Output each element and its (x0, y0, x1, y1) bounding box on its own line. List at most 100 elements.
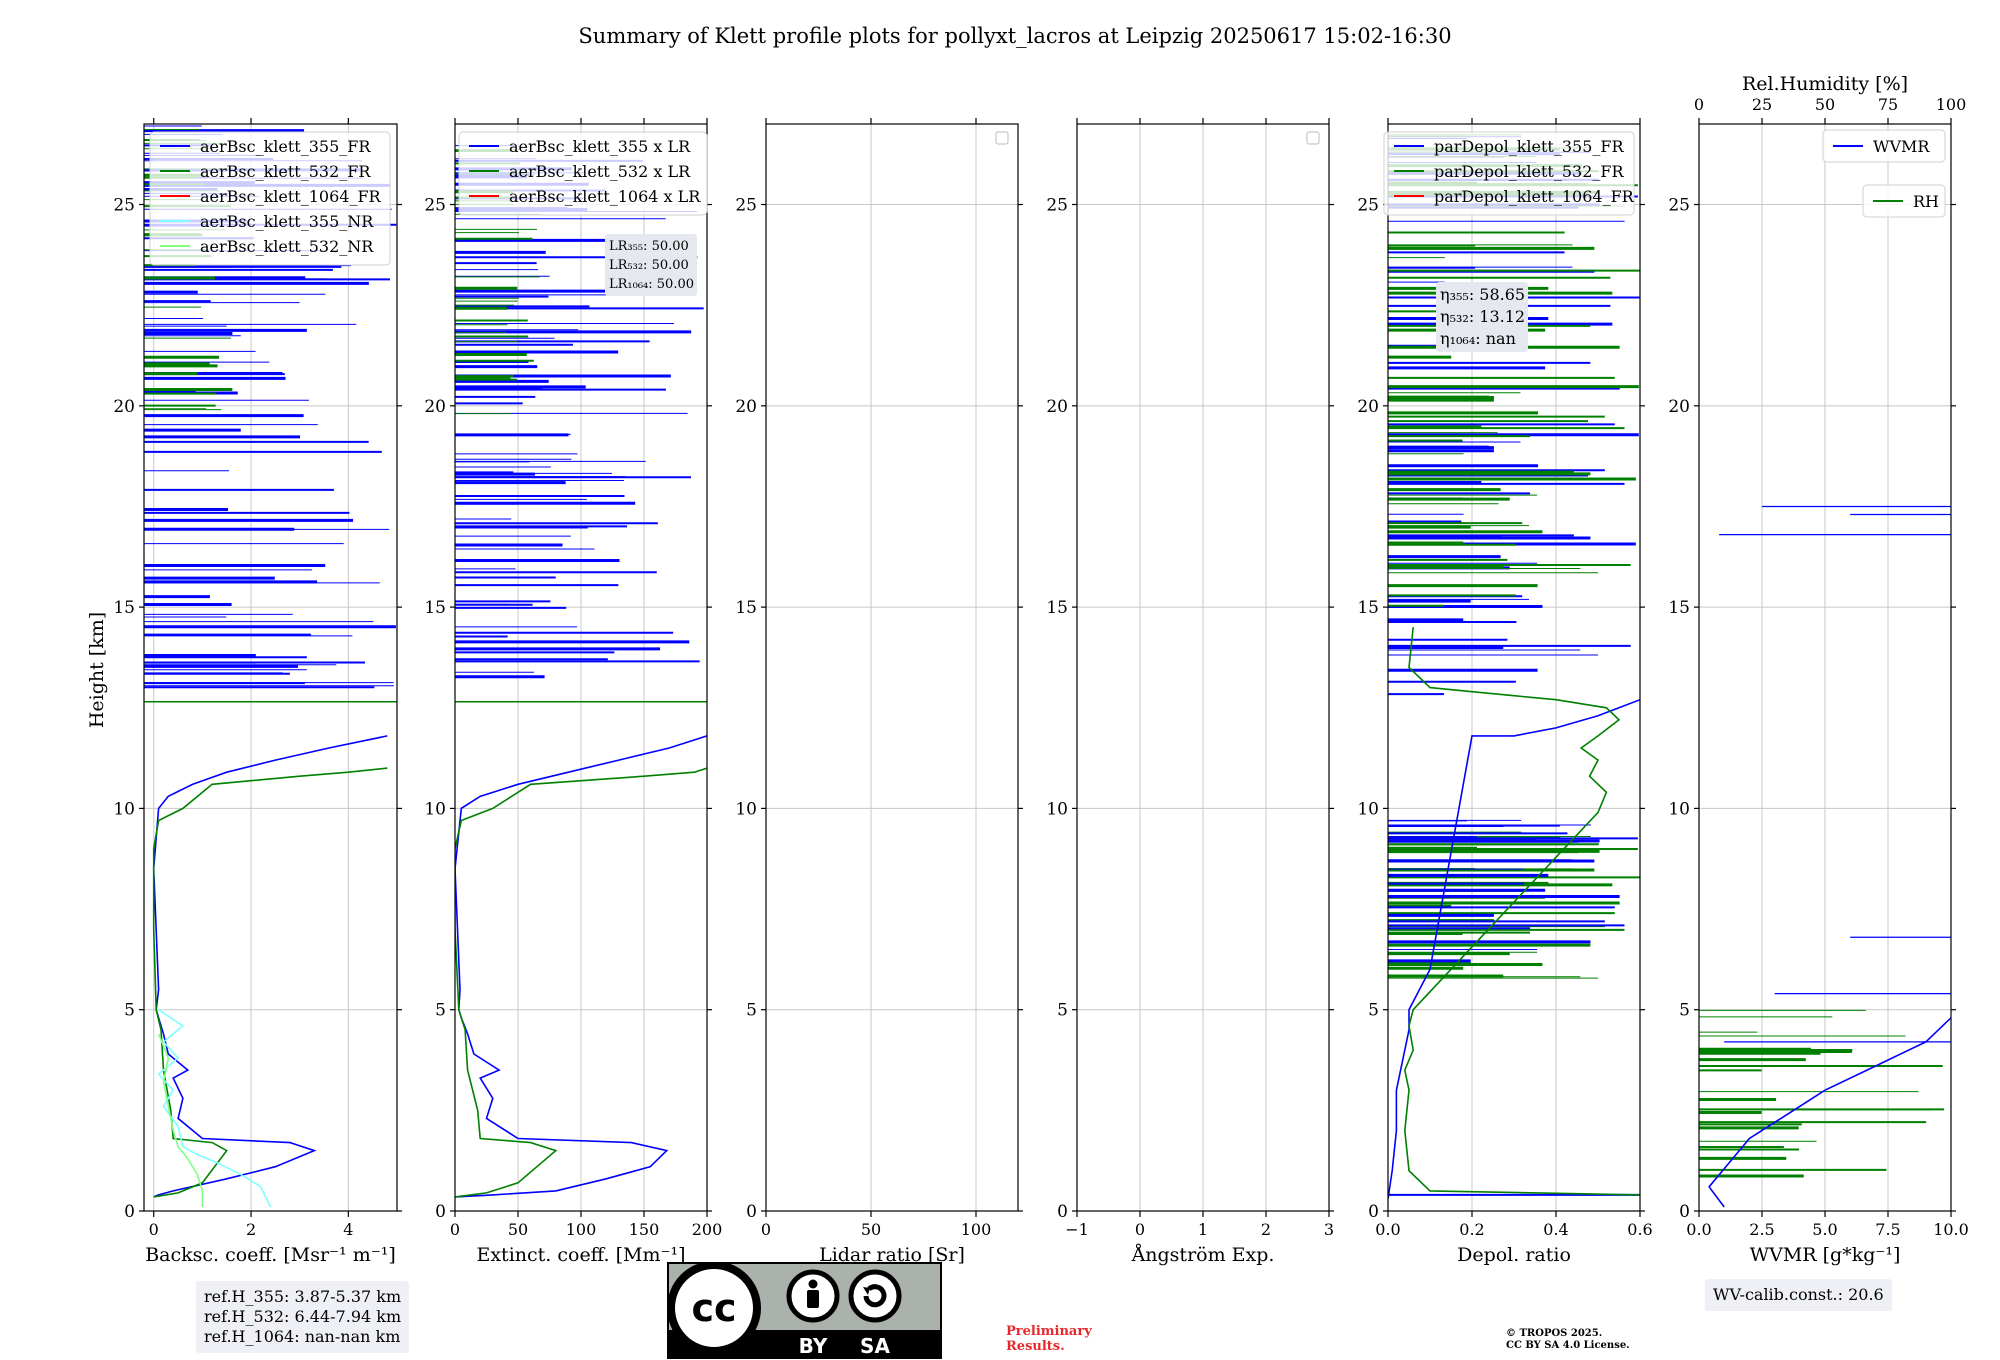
plot-area (1077, 124, 1329, 1211)
y-tick-label: 15 (424, 598, 446, 618)
y-tick-label: 0 (1057, 1202, 1068, 1222)
panel-wvmr: 0 5 10 15 20 25 0.0 2.5 5.0 7.5 10.0 WVMR [g*kg⁻¹] 0… (1668, 73, 1968, 1266)
y-tick-label: 5 (124, 1001, 135, 1021)
x-tick-label: 1 (1198, 1220, 1208, 1239)
axes-frame (1387, 123, 1641, 1212)
series-WVMR (1708, 1017, 1951, 1208)
x-tick-label: 0.2 (1459, 1220, 1484, 1239)
refh-1064: ref.H_1064: nan-nan km (204, 1327, 401, 1346)
refh-532: ref.H_532: 6.44-7.94 km (204, 1307, 402, 1326)
eta-annotation-line: η₁₀₆₄: nan (1440, 329, 1516, 348)
y-tick-label: 10 (424, 799, 446, 819)
x-axis-label: Extinct. coeff. [Mm⁻¹] (476, 1244, 685, 1266)
x-tick-label: 0.0 (1686, 1220, 1711, 1239)
legend-box (1822, 129, 1946, 163)
series-aerBsc_klett_355 x LR (455, 735, 707, 1198)
lr-annotation-line: LR₁₀₆₄: 50.00 (609, 277, 694, 292)
plot-area (1388, 124, 1640, 1211)
x-tick-label: −1 (1065, 1220, 1089, 1239)
legend-label: WVMR (1873, 137, 1930, 156)
x-tick-label: 50 (861, 1220, 881, 1239)
annotation-box (605, 234, 697, 296)
x-tick-label: 7.5 (1875, 1220, 1900, 1239)
copyright-line-2: CC BY SA 4.0 License. (1506, 1340, 1630, 1351)
plot-area (144, 124, 397, 1211)
top-x-tick-label: 100 (1936, 95, 1967, 114)
y-tick-label: 15 (113, 598, 135, 618)
x-tick-label: 2 (246, 1220, 256, 1239)
x-tick-label: 50 (508, 1220, 528, 1239)
y-tick-label: 5 (1057, 1001, 1068, 1021)
y-tick-label: 10 (1668, 799, 1690, 819)
y-tick-label: 0 (746, 1202, 757, 1222)
legend-box (1383, 131, 1635, 216)
y-tick-label: 0 (435, 1202, 446, 1222)
plot-area (766, 124, 1018, 1211)
legend-label: parDepol_klett_1064_FR (1434, 187, 1635, 206)
x-tick-label: 4 (343, 1220, 353, 1239)
empty-legend-box (1306, 131, 1320, 145)
cc-logo-text: cc (691, 1286, 736, 1330)
y-tick-label: 10 (735, 799, 757, 819)
series-aerBsc_klett_532_FR (152, 767, 388, 1198)
y-tick-label: 15 (735, 598, 757, 618)
y-tick-label: 15 (1668, 598, 1690, 618)
y-tick-label: 25 (1357, 196, 1379, 216)
top-axis-label: Rel.Humidity [%] (1742, 73, 1908, 95)
sa-label: SA (860, 1334, 890, 1358)
x-tick-label: 100 (961, 1220, 992, 1239)
y-tick-label: 15 (1357, 598, 1379, 618)
y-tick-label: 5 (435, 1001, 446, 1021)
legend-label: aerBsc_klett_532_FR (200, 162, 371, 181)
legend-label: parDepol_klett_355_FR (1434, 137, 1625, 156)
legend-label: aerBsc_klett_355_FR (200, 137, 371, 156)
copyright-line-1: © TROPOS 2025. (1506, 1328, 1603, 1339)
top-x-tick-label: 0 (1694, 95, 1704, 114)
x-tick-label: 0 (149, 1220, 159, 1239)
x-axis-label: Lidar ratio [Sr] (819, 1244, 965, 1266)
lidar-ratio-annotation: LR₃₅₅: 50.00 LR₅₃₂: 50.00 LR₁₀₆₄: 50.00 (605, 234, 697, 296)
legend-label: RH (1913, 192, 1939, 211)
share-alike-icon (848, 1269, 902, 1323)
series-aerBsc_klett_532 x LR (455, 767, 707, 1198)
x-tick-label: 0 (450, 1220, 460, 1239)
legend-box (1862, 184, 1946, 218)
lr-annotation-line: LR₃₅₅: 50.00 (609, 239, 689, 254)
reference-height-box: ref.H_355: 3.87-5.37 km ref.H_532: 6.44-… (196, 1281, 410, 1353)
x-tick-label: 0.6 (1627, 1220, 1652, 1239)
legend-ext: aerBsc_klett_355 x LR aerBsc_klett_532 x … (458, 131, 708, 216)
top-x-tick-label: 75 (1878, 95, 1898, 114)
y-tick-label: 5 (1679, 1001, 1690, 1021)
x-tick-label: 0 (761, 1220, 771, 1239)
x-axis-label: Backsc. coeff. [Msr⁻¹ m⁻¹] (145, 1244, 396, 1266)
y-tick-label: 25 (1046, 196, 1068, 216)
y-tick-label: 0 (124, 1202, 135, 1222)
prelim-line-2: Results. (1006, 1339, 1065, 1354)
prelim-line-1: Preliminary (1006, 1324, 1092, 1339)
cc-by-sa-license-badge: cc BY SA (667, 1262, 942, 1359)
y-tick-label: 10 (1046, 799, 1068, 819)
y-tick-label: 20 (1046, 397, 1068, 417)
x-tick-label: 100 (566, 1220, 597, 1239)
eta-annotation-line: η₃₅₅: 58.65 (1440, 285, 1525, 304)
x-tick-label: 2.5 (1749, 1220, 1774, 1239)
top-x-tick-label: 50 (1815, 95, 1835, 114)
y-tick-label: 25 (1668, 196, 1690, 216)
series-parDepol_klett_355_FR (1388, 698, 1640, 1200)
legend-label: parDepol_klett_532_FR (1434, 162, 1625, 181)
series-aerBsc_klett_355_FR (152, 735, 388, 1198)
empty-legend-box (995, 131, 1009, 145)
axes-frame (765, 123, 1019, 1212)
x-tick-label: 0.4 (1543, 1220, 1568, 1239)
x-axis-label: Depol. ratio (1457, 1244, 1571, 1266)
y-tick-label: 15 (1046, 598, 1068, 618)
annotation-box (1436, 282, 1528, 352)
panel-depol: 0 5 10 15 20 25 0.0 0.2 0.4 0.6 Depol. ratio (1357, 118, 1653, 1266)
y-tick-label: 20 (1668, 397, 1690, 417)
legend-dep: parDepol_klett_355_FR parDepol_klett_532_… (1383, 131, 1635, 216)
legend-label: aerBsc_klett_532 x LR (509, 162, 691, 181)
panel-lidar_ratio: 0 5 10 15 20 25 0 50 100 Lidar ratio [Sr] (735, 118, 1023, 1266)
x-tick-label: 0 (1135, 1220, 1145, 1239)
